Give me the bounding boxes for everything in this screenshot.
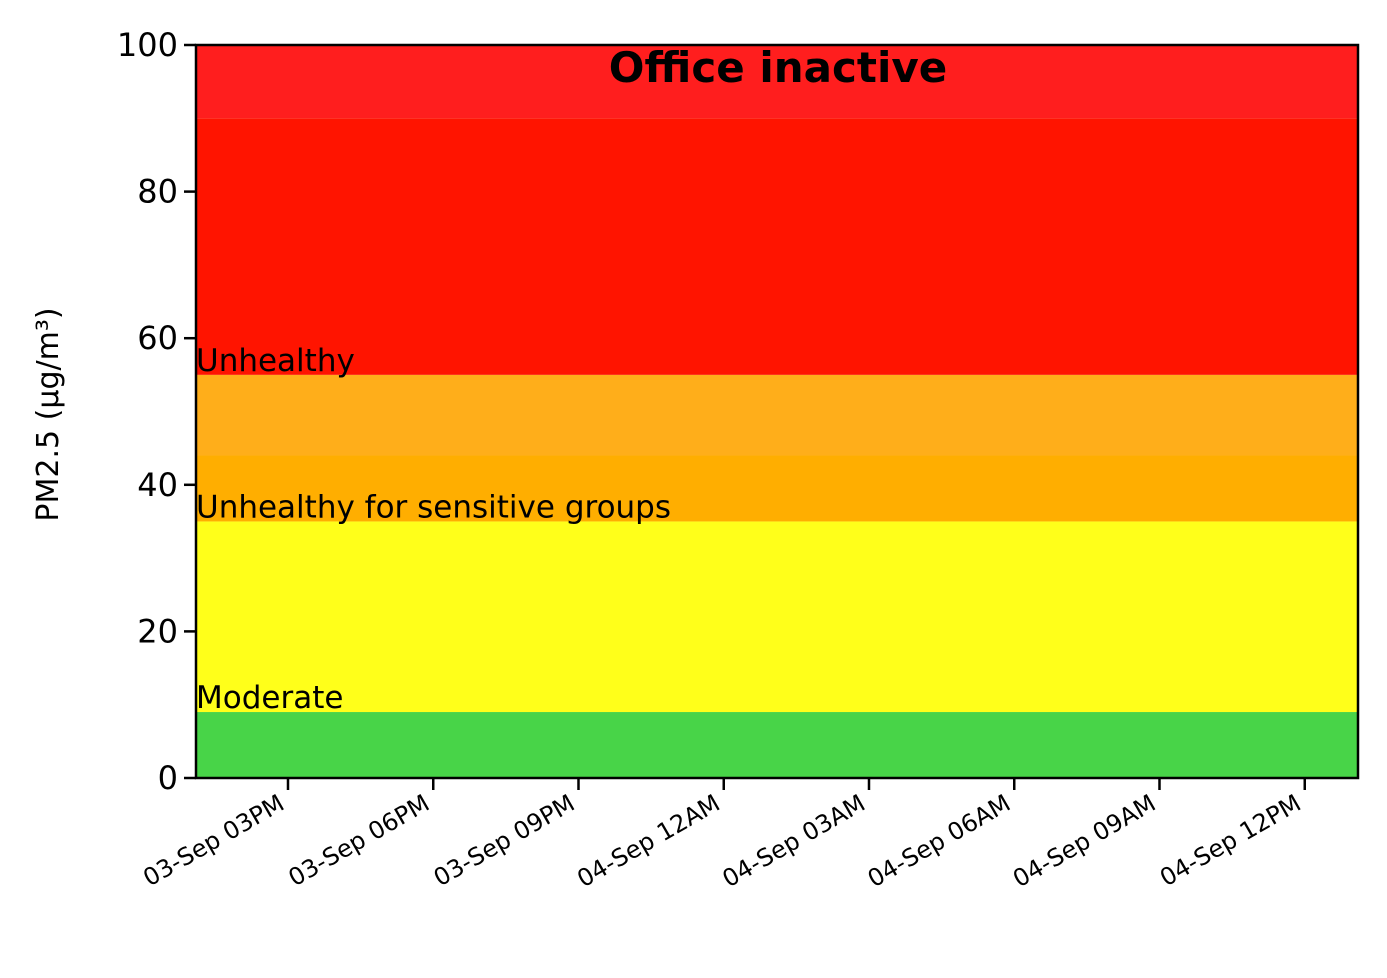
aqi-band-5	[196, 45, 1358, 119]
aqi-band-label-2: Unhealthy for sensitive groups	[196, 489, 671, 525]
plot-frame	[194, 43, 1360, 780]
x-tick-label-3: 04-Sep 12AM	[572, 789, 724, 893]
x-tick-label-2: 03-Sep 09PM	[429, 789, 580, 892]
y-tick-label-5: 100	[117, 26, 178, 64]
x-tick-label-0: 03-Sep 03PM	[138, 789, 289, 892]
aqi-band-2	[196, 455, 1358, 522]
aqi-band-0	[196, 712, 1358, 778]
aqi-band-labels: Moderate Unhealthy for sensitive groups Un…	[196, 343, 671, 716]
y-tick-label-1: 20	[137, 612, 178, 650]
x-tick-label-7: 04-Sep 12PM	[1155, 789, 1306, 892]
x-tick-label-5: 04-Sep 06AM	[863, 789, 1015, 893]
y-axis-label: PM2.5 (μg/m³)	[31, 307, 66, 521]
aqi-band-3	[196, 374, 1358, 456]
y-tick-label-2: 40	[137, 466, 178, 504]
y-tick-label-3: 60	[137, 319, 178, 357]
aqi-band-4	[196, 118, 1358, 375]
y-tick-label-0: 0	[158, 759, 178, 797]
x-tick-label-4: 04-Sep 03AM	[718, 789, 870, 893]
aqi-band-label-1: Moderate	[196, 680, 343, 716]
aqi-band-label-4: Unhealthy	[196, 343, 355, 379]
aqi-bands	[196, 45, 1358, 778]
chart-title: Office inactive	[609, 43, 947, 92]
y-tick-label-4: 80	[137, 173, 178, 211]
x-tick-label-1: 03-Sep 06PM	[284, 789, 435, 892]
y-axis-ticks: 0 20 40 60 80 100	[117, 26, 196, 797]
aqi-band-1	[196, 521, 1358, 713]
x-tick-label-6: 04-Sep 09AM	[1008, 789, 1160, 893]
